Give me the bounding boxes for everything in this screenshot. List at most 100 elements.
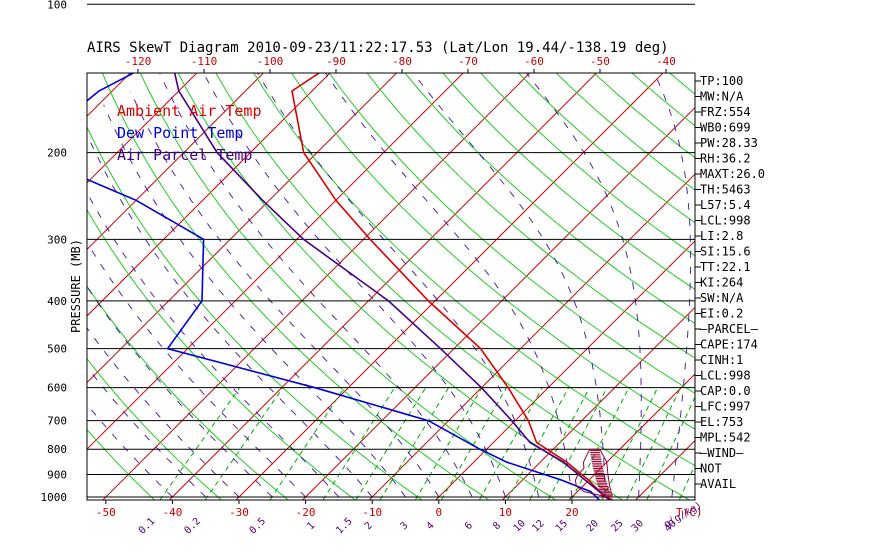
isotherm-line [87,73,198,184]
series-line-ambient-air-temp [291,73,613,500]
series-line-dew-point-temp [87,73,600,500]
isotherm-line [87,73,331,317]
mixing-ratio-line [355,387,427,500]
bottom-temp-tick-label: 0 [435,506,442,519]
top-temp-tick-label: -80 [392,55,412,68]
moist-adiabat-line [203,73,506,498]
dry-adiabat-line [816,15,870,508]
mixing-ratio-line [269,387,345,500]
stats-item: —WIND— [700,446,744,460]
stats-item: LI:2.8 [700,229,743,243]
moist-adiabat-line [653,73,692,498]
mixing-ratio-line [379,387,449,500]
stats-item: SW:N/A [700,291,744,305]
pressure-tick-label: 500 [47,343,67,356]
mixing-ratio-label: 8 [491,520,503,532]
isotherm-line [235,73,664,500]
stats-item: NOT [700,462,722,476]
top-temp-tick-label: -110 [191,55,218,68]
isotherm-line [0,0,77,507]
moist-adiabat-line [87,366,207,498]
dry-adiabat-line [87,285,290,500]
moist-adiabat-line [412,73,606,498]
dry-adiabat-line [87,358,223,500]
moist-adiabat-line [87,133,373,498]
top-temp-tick-label: -40 [656,55,676,68]
pressure-tick-label: 1000 [41,491,68,504]
parcel-area-outline [574,448,614,498]
top-temp-tick-label: -90 [326,55,346,68]
dry-adiabat-line [746,15,870,508]
dry-adiabat-line [87,428,156,500]
mixing-ratio-label: 2 [363,520,375,532]
mixing-ratio-line [159,387,241,500]
legend-entry: Air Parcel Temp [117,146,252,164]
top-temp-tick-label: -60 [524,55,544,68]
mixing-ratio-line [625,387,681,500]
stats-item: TT:22.1 [700,260,751,274]
mixing-ratio-label: 1 [305,520,317,532]
mixing-ratio-label: 6 [463,520,475,532]
mixing-ratio-label: 4 [425,520,437,532]
mixing-ratio-label: 25 [609,518,625,534]
dry-adiabat-line [328,73,695,394]
stats-item: SI:15.6 [700,245,751,259]
stats-item: RH:36.2 [700,152,751,166]
stats-item: TP:100 [700,74,743,88]
bottom-temp-tick-label: -50 [96,506,116,519]
mixing-ratio-line [646,395,695,500]
dry-adiabat-line [404,73,695,325]
pressure-tick-label: 600 [47,382,67,395]
stats-item: KI:264 [700,276,743,290]
moist-adiabat-line [87,241,306,498]
mixing-ratio-line [601,387,659,500]
mixing-ratio-label: 12 [530,518,546,534]
stats-item: FRZ:554 [700,105,751,119]
mixing-ratio-line [506,387,570,500]
mixing-ratio-label: 10 [512,518,528,534]
dry-adiabat-line [479,73,695,257]
mixing-ratio-label: 0.5 [248,516,269,537]
mixing-ratio-label: 20 [585,518,601,534]
mixing-ratio-label: 3 [398,520,410,532]
stats-item: MPL:542 [700,431,751,445]
isotherm-line [435,240,695,500]
mixing-ratio-line [529,387,591,500]
mixing-ratio-label: 30 [630,518,646,534]
dry-adiabat-line [517,73,695,224]
stats-item: —PARCEL— [700,322,759,336]
dry-adiabat-line [139,73,557,500]
dry-adiabat-line [253,73,695,467]
moist-adiabat-line [87,403,173,498]
isotherm-line [87,73,398,384]
top-temp-tick-label: -100 [257,55,284,68]
dry-adiabat-line [781,15,870,508]
stats-item: PW:28.33 [700,136,758,150]
stats-item: CAP:0.0 [700,384,751,398]
moist-adiabat-line [525,73,642,498]
moist-adiabat-line [87,285,273,498]
stats-item: CINH:1 [700,353,743,367]
stats-item: AVAIL [700,477,736,491]
isotherm-line [87,73,464,450]
pressure-tick-label: 200 [47,147,67,160]
mixing-ratio-label: 0.1 [137,516,158,537]
stats-item: MW:N/A [700,90,744,104]
bottom-temp-tick-label: -10 [362,506,382,519]
y-axis-label: PRESSURE (MB) [69,239,83,333]
isotherm-line [761,0,870,507]
top-temp-tick-label: -120 [125,55,152,68]
legend-entry: Ambient Air Temp [117,102,262,120]
dry-adiabat-line [290,73,695,430]
plot-frame [86,72,696,501]
stats-item: EI:0.2 [700,307,743,321]
mixing-ratio-line [547,387,608,500]
dry-adiabat-line [87,208,357,500]
mixing-ratio-line [322,387,396,500]
isotherm-line [568,373,695,500]
isotherm-line [501,306,695,500]
dry-adiabat-line [101,73,490,500]
moist-adiabat-line [257,73,540,498]
mixing-ratio-line [204,387,284,500]
